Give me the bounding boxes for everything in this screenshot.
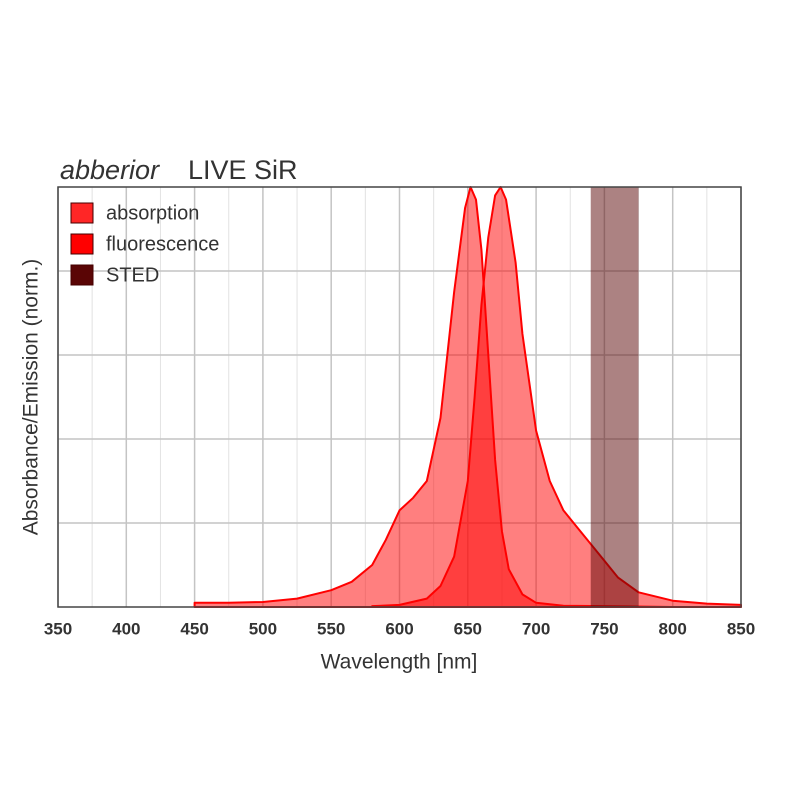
legend-swatch [70, 233, 94, 255]
plot-frame [57, 186, 742, 608]
chart-title: LIVE SiR [188, 155, 298, 185]
legend-label: STED [106, 264, 159, 286]
x-tick-label: 750 [590, 619, 618, 638]
legend-swatch [70, 202, 94, 224]
sted-band [590, 187, 639, 607]
x-tick-label: 550 [317, 619, 345, 638]
x-tick-label: 450 [180, 619, 208, 638]
chart-brand: abberior [60, 155, 160, 185]
x-tick-label: 500 [249, 619, 277, 638]
x-tick-label: 800 [659, 619, 687, 638]
x-tick-label: 650 [454, 619, 482, 638]
legend-label: fluorescence [106, 233, 219, 255]
legend-swatch [70, 264, 94, 286]
x-tick-label: 850 [727, 619, 755, 638]
y-axis-label: Absorbance/Emission (norm.) [20, 259, 43, 536]
x-tick-label: 400 [112, 619, 140, 638]
x-axis-label: Wavelength [nm] [321, 651, 478, 674]
legend-label: absorption [106, 202, 199, 224]
x-tick-label: 700 [522, 619, 550, 638]
x-tick-label: 350 [44, 619, 72, 638]
spectrum-area [371, 186, 742, 608]
x-tick-label: 600 [385, 619, 413, 638]
